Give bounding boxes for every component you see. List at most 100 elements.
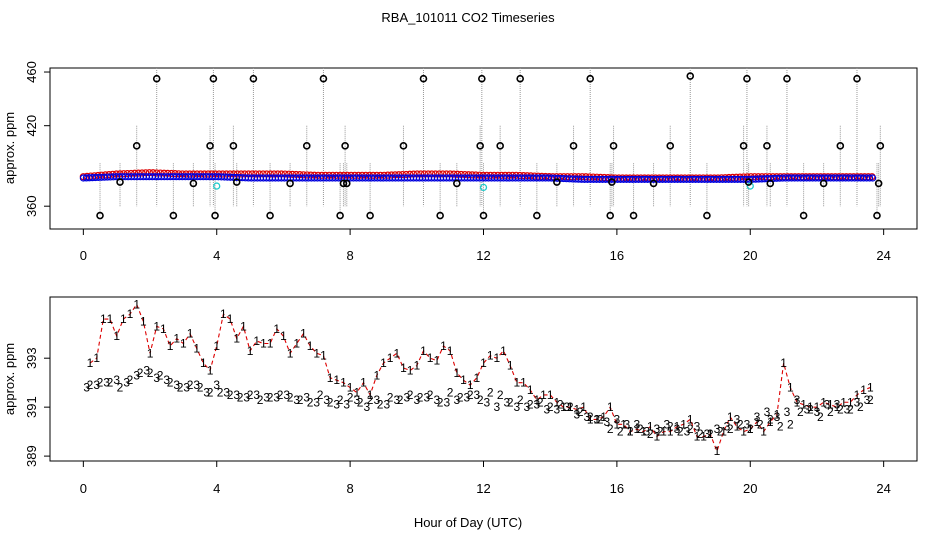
- outlier-point: [479, 211, 488, 220]
- series-1-point: 1: [687, 412, 694, 426]
- series-2-point: 2: [837, 403, 844, 417]
- series-1-point: 1: [867, 381, 874, 395]
- outlier-point: [533, 211, 541, 220]
- series-2-point: 2: [137, 366, 144, 380]
- series-2-point: 2: [147, 366, 154, 380]
- series-1-point: 1: [807, 400, 814, 414]
- series-1-point: 1: [427, 351, 434, 365]
- series-3-point: 3: [864, 393, 871, 407]
- series-1-point: 1: [594, 412, 601, 426]
- outlier-point: [609, 142, 618, 150]
- top-y-axis: 360 420 460: [24, 61, 51, 217]
- series-3-point: 3: [83, 381, 90, 395]
- outlier-point: [586, 74, 595, 83]
- series-3-point: 3: [413, 393, 420, 407]
- series-3-point: 3: [754, 410, 761, 424]
- series-1-point: 1: [227, 312, 234, 326]
- series-1-point: 1: [754, 415, 761, 429]
- series-2-point: 2: [497, 388, 504, 402]
- series-2-point: 2: [307, 395, 314, 409]
- series-1-point: 1: [600, 410, 607, 424]
- series-1-point: [798, 173, 806, 181]
- series-2-point: 2: [587, 410, 594, 424]
- series-1-point: [831, 173, 839, 181]
- series-3-point: 3: [323, 393, 330, 407]
- series-3-point: 3: [283, 388, 290, 402]
- series-1-point: 1: [473, 371, 480, 385]
- series-1-point: 1: [734, 420, 741, 434]
- series-1-point: 1: [240, 319, 247, 333]
- series-1-point: [435, 170, 443, 178]
- outlier-point: [666, 142, 675, 150]
- series-1-point: [714, 174, 722, 182]
- series-1-point: [600, 173, 608, 182]
- series-1-point: 1: [453, 366, 460, 380]
- series-3-point: 3: [163, 373, 170, 387]
- bottom-y-axis-label: approx. ppm: [2, 343, 17, 415]
- series-3-point: 3: [243, 390, 250, 404]
- series-1-point: 1: [700, 430, 707, 444]
- series-1-point: 1: [834, 400, 841, 414]
- series-1-point: 1: [373, 368, 380, 382]
- series-1-point: 1: [787, 381, 794, 395]
- series-1-point: 1: [540, 388, 547, 402]
- series-3-point: 3: [684, 425, 691, 439]
- series-1-point: [134, 169, 142, 177]
- series-1-point: 1: [480, 356, 487, 370]
- outlier-point: [853, 74, 861, 83]
- series-2-point: 2: [157, 368, 164, 382]
- y-tick-label: 420: [24, 115, 39, 137]
- outlier-point: [336, 211, 344, 220]
- series-1-point: 1: [200, 356, 207, 370]
- series-1-point: 1: [320, 349, 327, 363]
- series-3-point: 3: [644, 425, 651, 439]
- series-1-point: 1: [800, 398, 807, 412]
- series-1-point: 1: [127, 307, 134, 321]
- top-panel-marks: [79, 72, 885, 220]
- series-3-point: 3: [724, 420, 731, 434]
- series-2-point: 2: [107, 376, 114, 390]
- series-3-point: 3: [554, 403, 561, 417]
- outlier-point: [286, 179, 294, 188]
- series-1-point: 1: [820, 395, 827, 409]
- outlier-point: [569, 142, 578, 150]
- series-3-point: 3: [503, 395, 510, 409]
- series-1-point: 1: [167, 339, 174, 353]
- series-3-point: 3: [223, 385, 230, 399]
- series-2-point: 2: [227, 388, 234, 402]
- outlier-point: [453, 179, 461, 188]
- series-1-point: [846, 173, 854, 181]
- series-1-point: 1: [560, 400, 567, 414]
- series-1-point: 1: [393, 346, 400, 360]
- series-1-point: 1: [160, 322, 167, 336]
- series-1-point: 1: [293, 337, 300, 351]
- outlier-point: [229, 142, 238, 150]
- series-3-point: 3: [564, 400, 571, 414]
- series-1-point: 1: [854, 388, 861, 402]
- series-1-point: [255, 170, 264, 178]
- series-1-point: 1: [840, 395, 847, 409]
- x-tick-label: 24: [876, 248, 890, 263]
- series-1-point: 1: [500, 344, 507, 358]
- outlier-point: [686, 72, 695, 80]
- series-3-point: 3: [704, 427, 711, 441]
- series-2-point: 2: [637, 422, 644, 436]
- outlier-point: [496, 142, 504, 150]
- series-3-point: 3: [443, 395, 450, 409]
- series-1-point: 1: [574, 403, 581, 417]
- y-tick-label: 391: [24, 396, 39, 418]
- series-2-point: 2: [417, 390, 424, 404]
- series-2-point: 2: [717, 425, 724, 439]
- series-2-point: 2: [297, 393, 304, 407]
- series-3-point: 3: [253, 388, 260, 402]
- series-1-point: 1: [794, 395, 801, 409]
- series-1-point: 1: [267, 337, 274, 351]
- outlier-point: [744, 178, 753, 186]
- series-2-point: 2: [657, 425, 664, 439]
- y-tick-label: 389: [24, 445, 39, 467]
- series-1-point: 1: [327, 371, 334, 385]
- series-2-point: 2: [737, 417, 744, 431]
- series-1-point: 1: [620, 417, 627, 431]
- series-1-point: 1: [180, 337, 187, 351]
- series-1-point: 1: [253, 334, 260, 348]
